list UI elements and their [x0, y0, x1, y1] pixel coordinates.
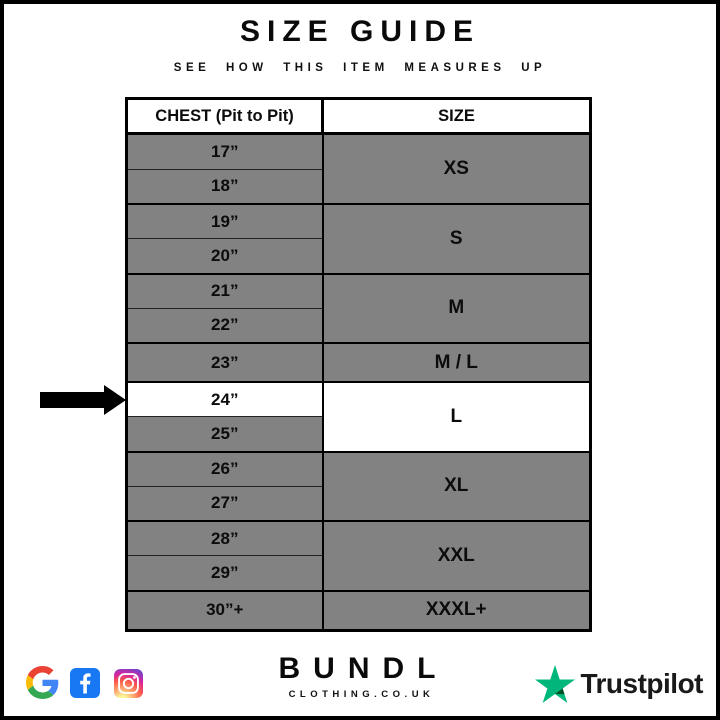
- facebook-icon: [70, 668, 100, 698]
- table-row: 27”: [126, 485, 591, 522]
- table-row: 28” XXL: [126, 520, 591, 592]
- table-header-row: CHEST (Pit to Pit) SIZE: [125, 97, 592, 135]
- brand-logo: BUNDL CLOTHING.CO.UK: [4, 652, 716, 700]
- brand-name: BUNDL: [278, 652, 449, 685]
- chest-cell: 25”: [126, 416, 324, 453]
- size-cell: M: [322, 272, 591, 344]
- chest-cell: 27”: [126, 485, 324, 522]
- table-row: 18”: [126, 168, 591, 205]
- table-row: 17” XS: [126, 132, 591, 205]
- trustpilot-label: Trustpilot: [580, 668, 703, 699]
- size-cell: XL: [322, 450, 591, 522]
- size-cell: XXL: [322, 520, 591, 592]
- trustpilot-logo: Trustpilot: [535, 665, 703, 703]
- size-cell: S: [322, 202, 591, 274]
- size-cell: XS: [322, 132, 591, 205]
- chest-cell: 23”: [126, 342, 324, 383]
- chest-cell: 18”: [126, 168, 324, 205]
- chest-cell: 28”: [126, 520, 324, 557]
- size-table-container: CHEST (Pit to Pit) SIZE 17” XS 18” 19” S…: [125, 97, 592, 632]
- size-cell-highlighted: L: [322, 380, 591, 453]
- size-table: CHEST (Pit to Pit) SIZE 17” XS 18” 19” S…: [125, 97, 592, 632]
- chest-cell: 19”: [126, 202, 324, 240]
- table-row-highlighted: 24” L: [126, 380, 591, 453]
- chest-cell: 29”: [126, 555, 324, 592]
- table-row: 30”+ XXXL+: [126, 589, 591, 631]
- table-row: 19” S: [126, 202, 591, 274]
- chest-cell: 17”: [126, 132, 324, 170]
- table-row: 23” M / L: [126, 342, 591, 383]
- chest-cell: 22”: [126, 307, 324, 344]
- brand-domain: CLOTHING.CO.UK: [288, 689, 435, 700]
- chest-cell-highlighted: 24”: [126, 380, 324, 418]
- highlight-arrow-icon: [40, 385, 126, 415]
- google-icon: [26, 666, 59, 699]
- table-row: 25”: [126, 416, 591, 453]
- table-row: 20”: [126, 238, 591, 274]
- size-cell: M / L: [322, 342, 591, 383]
- chest-cell: 30”+: [126, 589, 324, 631]
- size-cell: XXXL+: [322, 589, 591, 631]
- page-subtitle: SEE HOW THIS ITEM MEASURES UP: [173, 62, 547, 74]
- size-column-header: SIZE: [321, 97, 592, 135]
- chest-cell: 21”: [126, 272, 324, 309]
- table-row: 21” M: [126, 272, 591, 344]
- page-title: SIZE GUIDE: [239, 15, 481, 48]
- table-row: 26” XL: [126, 450, 591, 522]
- trustpilot-star-icon: [535, 665, 576, 703]
- instagram-icon: [114, 669, 143, 698]
- table-row: 29”: [126, 555, 591, 592]
- chest-column-header: CHEST (Pit to Pit): [125, 97, 324, 135]
- chest-cell: 20”: [126, 238, 324, 274]
- chest-cell: 26”: [126, 450, 324, 487]
